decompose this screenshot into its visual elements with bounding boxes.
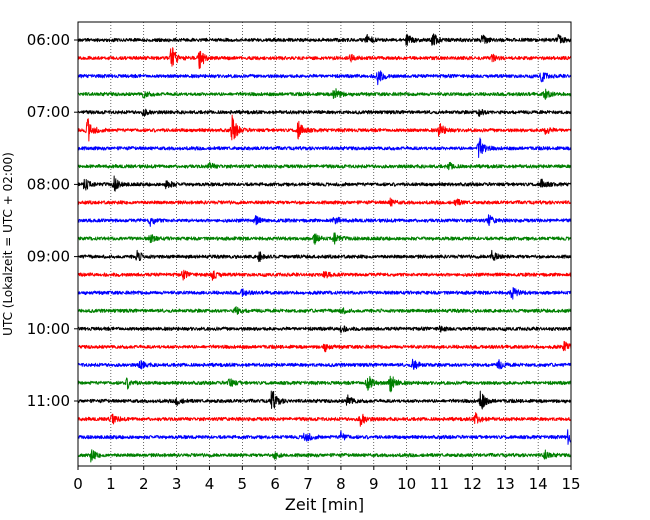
x-tick-label: 2 <box>139 475 149 493</box>
trace-0800 <box>77 175 572 192</box>
trace-0600 <box>77 33 572 46</box>
trace-0945 <box>77 306 572 315</box>
y-tick-label: 11:00 <box>27 392 70 410</box>
trace-0745 <box>77 161 572 171</box>
traces-group <box>77 33 572 463</box>
x-tick-label: 0 <box>73 475 83 493</box>
trace-0730 <box>77 137 572 158</box>
trace-0915 <box>77 269 572 281</box>
x-tick-label: 3 <box>172 475 182 493</box>
plot-frame <box>77 21 572 467</box>
trace-1145 <box>77 449 572 463</box>
x-tick-label: 4 <box>205 475 215 493</box>
trace-0615 <box>77 47 572 70</box>
trace-0645 <box>77 88 572 100</box>
y-tick-label: 08:00 <box>27 175 70 193</box>
x-tick-label: 9 <box>369 475 379 493</box>
trace-0930 <box>77 287 572 300</box>
trace-0715 <box>77 114 572 142</box>
x-tick-label: 15 <box>561 475 580 493</box>
y-tick-label: 07:00 <box>27 103 70 121</box>
y-axis-label: UTC (Lokalzeit = UTC + 02:00) <box>1 152 15 336</box>
trace-1130 <box>77 429 572 445</box>
x-tick-label: 8 <box>336 475 346 493</box>
y-tick-label: 10:00 <box>27 320 70 338</box>
trace-0700 <box>77 108 572 117</box>
trace-1000 <box>77 325 572 334</box>
x-tick-label: 13 <box>496 475 515 493</box>
x-tick-label: 11 <box>430 475 449 493</box>
trace-0900 <box>77 249 572 263</box>
x-tick-label: 7 <box>303 475 313 493</box>
x-tick-label: 5 <box>238 475 248 493</box>
trace-1030 <box>77 358 572 370</box>
x-tick-label: 14 <box>529 475 548 493</box>
trace-0845 <box>77 232 572 245</box>
x-axis-label: Zeit [min] <box>285 495 364 514</box>
trace-1115 <box>77 412 572 427</box>
x-axis-ticks: 0 1 2 3 4 5 6 7 8 9 10 11 12 13 14 15 <box>73 466 581 493</box>
trace-0830 <box>77 214 572 227</box>
x-gridlines <box>110 22 539 466</box>
x-tick-label: 12 <box>463 475 482 493</box>
y-tick-label: 09:00 <box>27 248 70 266</box>
y-tick-label: 06:00 <box>27 31 70 49</box>
trace-1015 <box>77 340 572 353</box>
trace-1100 <box>77 390 572 410</box>
x-tick-label: 6 <box>270 475 280 493</box>
trace-1045 <box>77 375 572 393</box>
y-axis-ticks: 06:00 07:00 08:00 09:00 10:00 11:00 <box>27 31 78 410</box>
x-tick-label: 10 <box>397 475 416 493</box>
x-tick-label: 1 <box>106 475 116 493</box>
trace-0815 <box>77 197 572 207</box>
trace-0630 <box>77 70 572 86</box>
